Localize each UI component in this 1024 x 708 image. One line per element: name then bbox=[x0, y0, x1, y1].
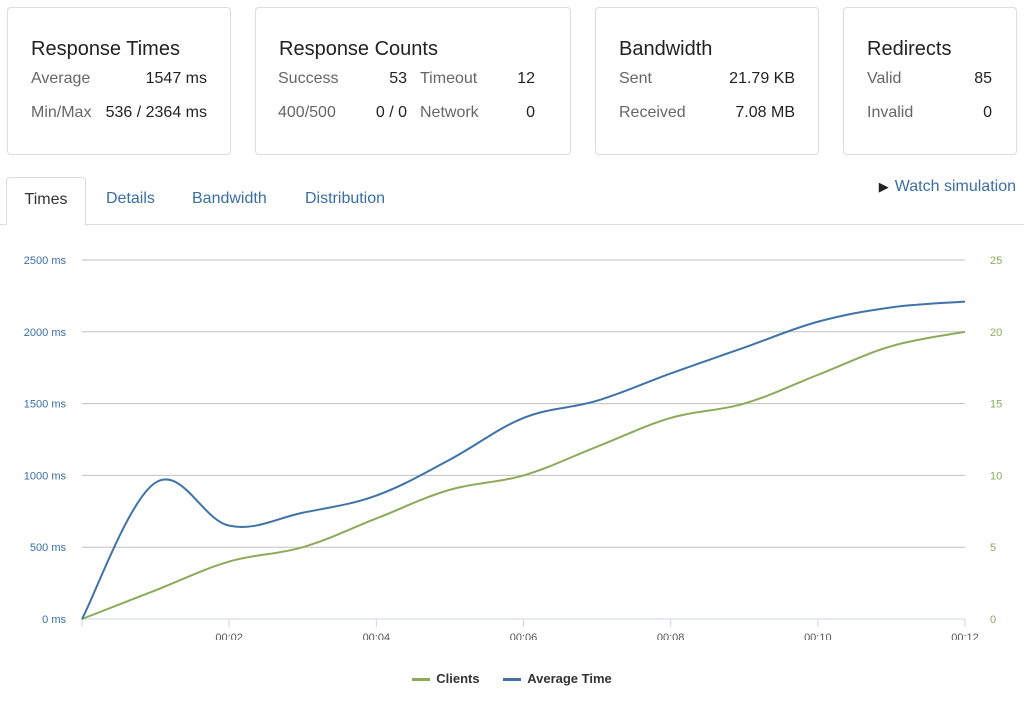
play-icon: ▶ bbox=[878, 179, 889, 194]
bandwidth-title: Bandwidth bbox=[619, 38, 713, 60]
x-tick-label: 00:08 bbox=[657, 632, 685, 640]
clients-swatch bbox=[412, 678, 431, 682]
legend-average-time-label: Average Time bbox=[527, 671, 612, 686]
average-value: 1547 ms bbox=[145, 70, 207, 87]
y-left-tick-label: 2000 ms bbox=[24, 327, 67, 339]
valid-label: Valid bbox=[867, 70, 902, 87]
success-value: 53 bbox=[389, 70, 407, 87]
received-value: 7.08 MB bbox=[735, 104, 795, 121]
x-tick-label: 00:02 bbox=[215, 632, 243, 640]
x-tick-label: 00:10 bbox=[804, 632, 832, 640]
network-label: Network bbox=[420, 104, 479, 121]
y-right-tick-label: 15 bbox=[990, 399, 1002, 411]
legend-clients[interactable]: Clients bbox=[412, 671, 480, 686]
tab-details[interactable]: Details bbox=[106, 190, 155, 207]
y-left-tick-label: 2500 ms bbox=[24, 255, 67, 267]
times-chart: 0 ms 0 500 ms 5 1000 ms 10 1500 ms 15 2000 ms 20 2… bbox=[24, 255, 1002, 640]
average-time-swatch bbox=[503, 678, 522, 682]
response-times-card: Response Times Average 1547 ms Min/Max 5… bbox=[7, 7, 231, 155]
invalid-label: Invalid bbox=[867, 104, 914, 121]
tab-bar: Times Details Bandwidth Distribution bbox=[0, 177, 1024, 226]
y-right-tick-label: 5 bbox=[990, 542, 996, 554]
clients-series-line bbox=[81, 330, 966, 620]
legend-clients-label: Clients bbox=[436, 671, 480, 686]
x-tick-label: 00:12 bbox=[951, 632, 979, 640]
invalid-value: 0 bbox=[983, 104, 992, 121]
y-right-tick-label: 0 bbox=[990, 614, 996, 626]
legend-average-time[interactable]: Average Time bbox=[503, 671, 612, 686]
timeout-label: Timeout bbox=[420, 70, 478, 87]
chart-legend: Clients Average Time bbox=[0, 671, 1024, 686]
timeout-value: 12 bbox=[517, 70, 535, 87]
y-left-tick-label: 1500 ms bbox=[24, 399, 67, 411]
y-left-tick-label: 500 ms bbox=[30, 542, 67, 554]
sent-label: Sent bbox=[619, 70, 652, 87]
response-counts-title: Response Counts bbox=[279, 38, 438, 60]
x-tick-label: 00:06 bbox=[510, 632, 538, 640]
response-counts-card: Response Counts Success 53 Timeout 12 40… bbox=[255, 7, 571, 155]
y-left-tick-label: 0 ms bbox=[42, 614, 66, 626]
tab-times[interactable]: Times bbox=[6, 177, 86, 226]
average-label: Average bbox=[31, 70, 91, 87]
tab-distribution[interactable]: Distribution bbox=[305, 190, 386, 207]
x-tick-label: 00:04 bbox=[363, 632, 391, 640]
error-4xx5xx-label: 400/500 bbox=[278, 104, 336, 121]
minmax-label: Min/Max bbox=[31, 104, 92, 121]
valid-value: 85 bbox=[974, 70, 992, 87]
success-label: Success bbox=[278, 70, 339, 87]
bandwidth-card: Bandwidth Sent 21.79 KB Received 7.08 MB bbox=[595, 7, 819, 155]
network-value: 0 bbox=[526, 104, 535, 121]
minmax-value: 536 / 2364 ms bbox=[105, 104, 207, 121]
received-label: Received bbox=[619, 104, 686, 121]
redirects-card: Redirects Valid 85 Invalid 0 bbox=[843, 7, 1017, 155]
sent-value: 21.79 KB bbox=[729, 70, 795, 87]
y-left-tick-label: 1000 ms bbox=[24, 470, 67, 482]
y-right-tick-label: 25 bbox=[990, 255, 1002, 267]
average-time-series-line bbox=[81, 300, 966, 620]
tab-bandwidth[interactable]: Bandwidth bbox=[192, 190, 267, 207]
y-right-tick-label: 20 bbox=[990, 327, 1002, 339]
watch-simulation-label: Watch simulation bbox=[894, 178, 1016, 195]
response-times-title: Response Times bbox=[31, 38, 180, 60]
redirects-title: Redirects bbox=[867, 38, 952, 60]
y-right-tick-label: 10 bbox=[990, 470, 1002, 482]
watch-simulation-link[interactable]: ▶ Watch simulation bbox=[879, 178, 1016, 196]
error-4xx5xx-value: 0 / 0 bbox=[375, 104, 407, 121]
